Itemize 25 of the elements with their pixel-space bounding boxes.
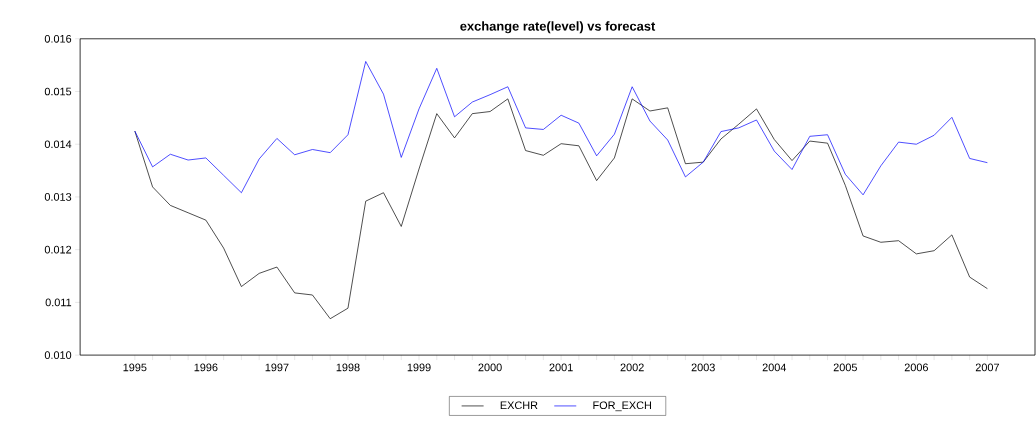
chart-title: exchange rate(level) vs forecast: [460, 21, 656, 34]
legend-label: FOR_EXCH: [593, 401, 651, 412]
legend-label: EXCHR: [500, 401, 538, 410]
y-tick-label: 0.015: [44, 87, 72, 96]
y-tick-label: 0.012: [44, 245, 72, 254]
x-tick-label: 1998: [336, 363, 360, 372]
y-tick-label: 0.014: [44, 140, 72, 149]
x-tick-label: 2005: [833, 363, 857, 372]
x-tick-label: 1997: [265, 363, 289, 372]
y-tick-label: 0.013: [44, 193, 72, 201]
x-tick-label: 2001: [549, 363, 573, 372]
x-tick-label: 2000: [478, 363, 502, 372]
x-tick-label: 1999: [407, 363, 431, 372]
x-tick-label: 1995: [123, 363, 147, 372]
y-tick-label: 0.010: [44, 351, 72, 360]
line-series: [134, 98, 988, 320]
line-series: [134, 61, 988, 196]
x-tick-label: 2002: [620, 363, 644, 372]
x-tick-label: 2003: [691, 363, 715, 372]
y-tick-label: 0.016: [44, 35, 72, 43]
x-tick-label: 2007: [975, 363, 999, 372]
x-tick-label: 2004: [762, 363, 787, 372]
x-tick-label: 2006: [904, 363, 928, 372]
x-tick-label: 1996: [194, 363, 218, 372]
y-tick-label: 0.011: [45, 298, 72, 307]
